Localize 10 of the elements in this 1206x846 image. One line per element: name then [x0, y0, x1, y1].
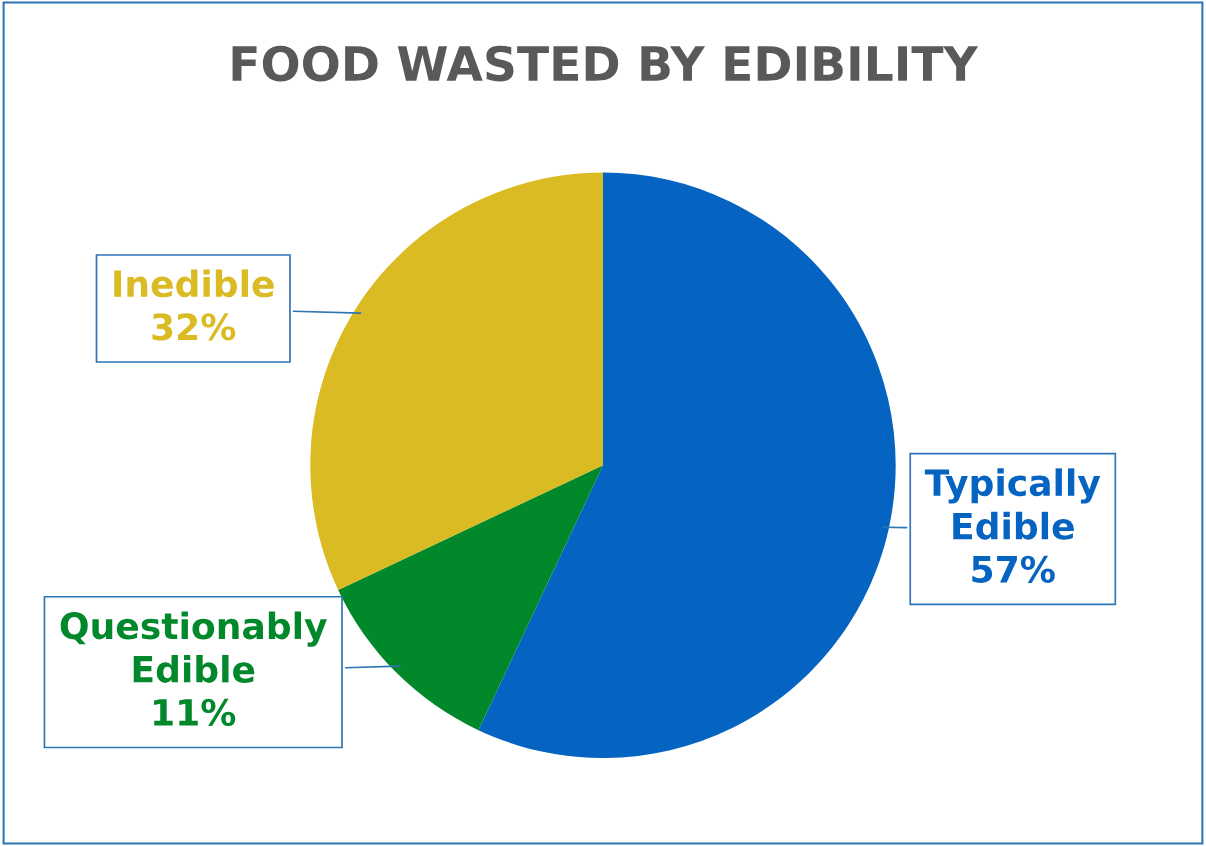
slice-label: Inedible	[114, 269, 274, 298]
slice-label: Questionably Edible	[60, 611, 327, 683]
data-label: 11%	[154, 698, 236, 727]
pie-slice	[338, 465, 603, 731]
data-label: 57%	[972, 555, 1055, 583]
pie-slice	[478, 172, 896, 758]
slice-label: Typically Edible	[924, 468, 1101, 540]
chart-title: FOOD WASTED BY EDIBILITY	[232, 45, 979, 82]
data-label: 32%	[152, 313, 236, 341]
pie-slice	[310, 172, 603, 590]
